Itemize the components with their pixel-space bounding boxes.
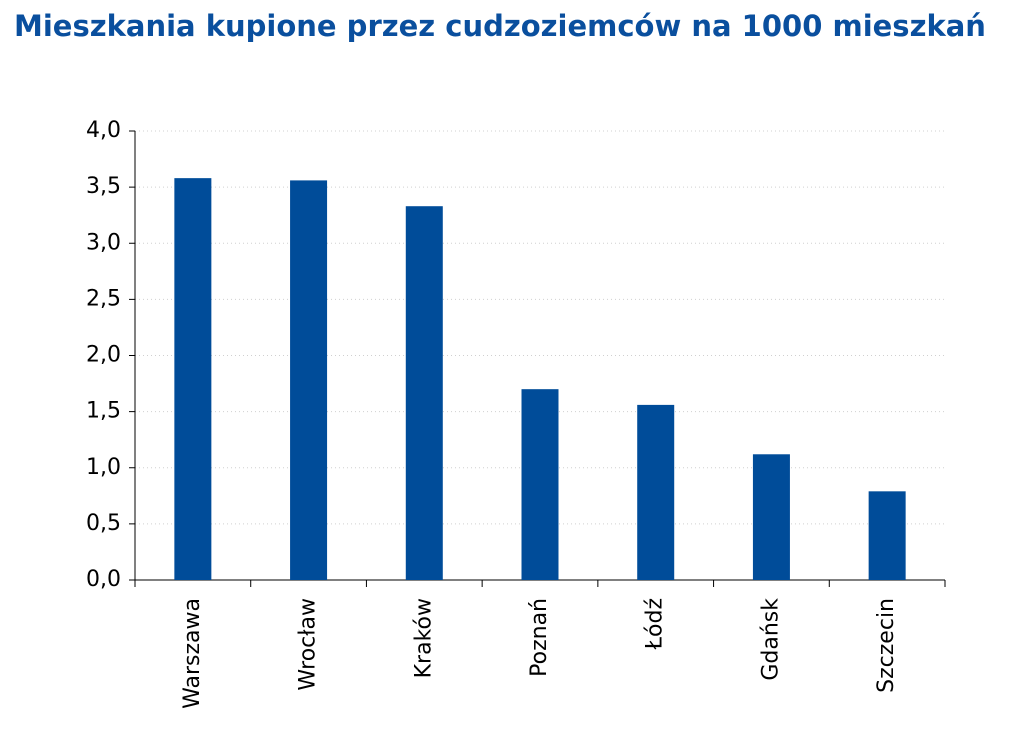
y-tick-label: 2,0	[86, 343, 121, 368]
bar	[405, 206, 443, 580]
y-tick-label: 3,0	[86, 230, 121, 255]
y-tick-label: 0,0	[86, 567, 121, 592]
x-tick-label: Wrocław	[296, 598, 321, 691]
x-tick-label: Łódź	[643, 598, 668, 650]
x-tick-label: Warszawa	[180, 598, 205, 709]
y-tick-label: 0,5	[86, 511, 121, 536]
x-tick-label: Szczecin	[874, 598, 899, 693]
bar	[521, 389, 559, 580]
bar	[290, 180, 328, 580]
y-tick-label: 2,5	[86, 286, 121, 311]
y-tick-label: 1,5	[86, 399, 121, 424]
bar	[752, 454, 790, 580]
chart-title: Mieszkania kupione przez cudzoziemców na…	[14, 9, 986, 43]
bar	[868, 491, 906, 580]
y-tick-label: 1,0	[86, 455, 121, 480]
x-tick-label: Gdańsk	[758, 598, 783, 681]
x-tick-label: Poznań	[527, 598, 552, 677]
y-tick-label: 4,0	[86, 118, 121, 143]
x-tick-label: Kraków	[411, 598, 436, 678]
bar	[174, 178, 212, 580]
bar	[637, 404, 675, 580]
y-tick-label: 3,5	[86, 174, 121, 199]
